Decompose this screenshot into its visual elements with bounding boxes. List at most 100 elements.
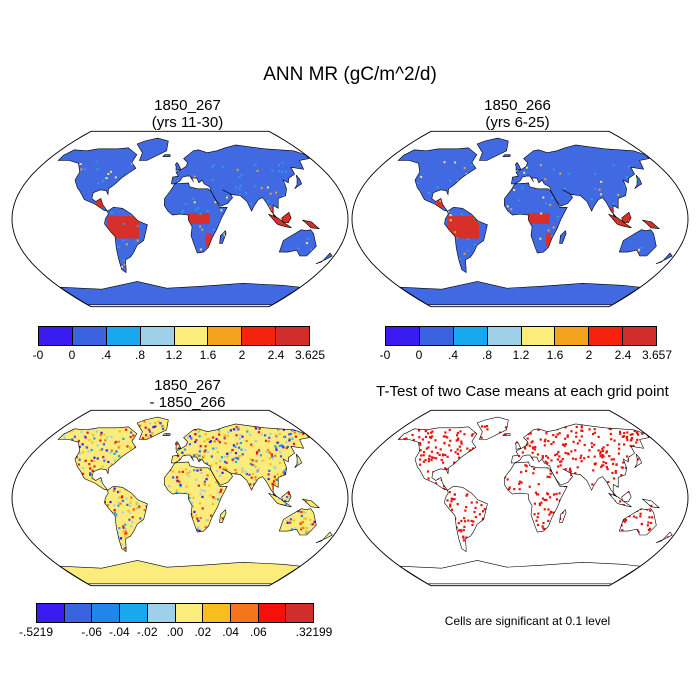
panel-title-case2: 1850_266 (yrs 6-25) [484,97,551,131]
colorbar-label: 3.625 [294,348,326,362]
colorbar-swatch [487,327,522,345]
panel-title-ttest: T-Test of two Case means at each grid po… [376,383,669,400]
colorbar-label: 0 [68,348,76,362]
colorbar-label: -0 [379,348,391,362]
colorbar-label: -0 [32,348,44,362]
land-australia [279,229,317,256]
colorbar-label: 1.2 [165,348,183,362]
land-northAmerica [58,147,137,212]
colorbar-swatch [39,327,73,345]
map-ttest [351,409,689,587]
land-newzealand [655,253,673,264]
map-case2 [351,130,689,308]
colorbar-label: 2 [238,348,246,362]
colorbar-swatch [64,604,93,622]
land-australia [619,229,657,256]
map-case1 [11,130,349,308]
land-eurasia [511,144,650,218]
colorbar-swatch [208,327,243,345]
colorbar-label: 2.4 [614,348,632,362]
land-japan [294,175,302,189]
colorbar-swatch [37,604,65,622]
land-japan [294,454,302,468]
colorbar-label: 0 [415,348,423,362]
field-cells [398,424,673,549]
colorbar-swatch [120,604,148,622]
land-greenland [477,417,508,439]
colorbar-swatch [623,327,656,345]
significance-footnote: Cells are significant at 0.1 level [444,614,611,628]
colorbar-label: -.02 [136,625,158,639]
colorbar-swatch [258,604,287,622]
land-madagascar [219,509,227,523]
colorbar-swatch [386,327,420,345]
land-iceland [162,154,171,157]
colorbar-label: .8 [134,348,146,362]
colorbar-label: 1.6 [546,348,564,362]
colorbar-swatch [140,327,175,345]
land-northAmerica [398,147,477,212]
colorbar-swatch [175,604,204,622]
colorbar-label: -.06 [81,625,102,639]
map-outline [351,409,689,587]
figure-title: ANN MR (gC/m^2/d) [263,64,437,85]
colorbar-swatch [92,604,121,622]
land-newzealand [315,253,333,264]
land-newzealand [315,532,333,543]
land-britain [175,162,181,171]
colorbar-swatch [521,327,556,345]
colorbar-label: .06 [250,625,267,639]
land-britain [515,162,521,171]
land-madagascar [559,230,567,244]
land-antarctica [59,560,301,584]
colorbar-label: 2 [585,348,593,362]
land-greenland [477,138,509,161]
colorbar-swatch [230,604,259,622]
colorbar-swatch [203,604,231,622]
coastlines [57,416,333,585]
colorbar-swatch [555,327,590,345]
colorbar-swatch [453,327,488,345]
colorbar-label: 3.657 [641,348,673,362]
land-greenland [137,138,169,161]
colorbar-swatch [147,604,176,622]
map-outline [11,130,349,308]
colorbar-label: .02 [194,625,212,639]
colorbar-swatch [589,327,624,345]
colorbar-swatch [72,327,107,345]
colorbar-label: -.04 [109,625,130,639]
colorbar-label: .00 [166,625,184,639]
colorbar-swatch [286,604,314,622]
colorbar-label: .4 [100,348,112,362]
colorbar-swatch [419,327,454,345]
colorbar-swatch [276,327,309,345]
land-newzealand [656,532,672,543]
land-africa [164,461,228,533]
colorbar-label: .04 [222,625,239,639]
colorbar-label: 1.6 [199,348,217,362]
panel-title-case1: 1850_267 (yrs 11-30) [151,97,224,131]
map-diff [11,409,349,587]
map-outline [351,130,689,308]
coastlines [397,137,673,306]
colorbar-label: .32199 [295,625,333,639]
land-antarctica [399,281,641,305]
land-indonesia [268,493,292,507]
colorbar-swatch [242,327,277,345]
map-outline [11,409,349,587]
land-antarctica [400,560,640,583]
colorbar-label: -.5219 [18,625,54,639]
coastlines [57,137,333,306]
land-antarctica [59,281,301,305]
colorbar-label: .8 [481,348,493,362]
colorbar-boxes [38,326,310,346]
colorbar-label: 1.2 [512,348,530,362]
colorbar-label: 2.4 [267,348,285,362]
colorbar-swatch [174,327,209,345]
colorbar-label: .4 [447,348,459,362]
colorbar-swatch [106,327,141,345]
land-eurasia [171,144,310,218]
colorbar-boxes [385,326,657,346]
colorbar-boxes [36,603,314,623]
land-northAmerica [398,427,477,490]
